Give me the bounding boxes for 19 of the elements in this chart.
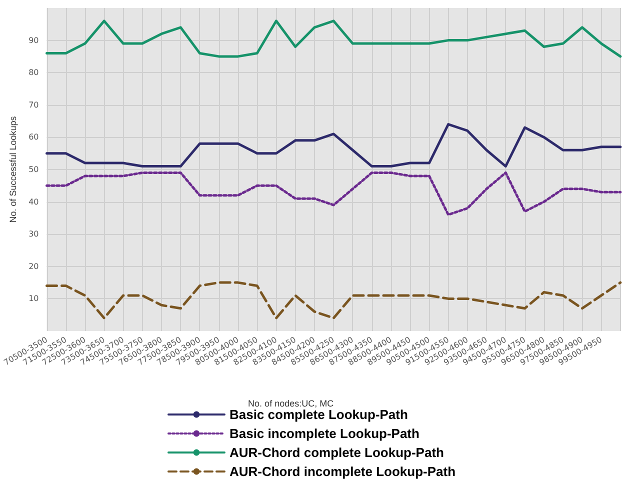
y-tick-label: 10 (28, 294, 39, 304)
y-tick-label: 50 (28, 165, 39, 174)
legend-label: AUR-Chord complete Lookup-Path (229, 445, 444, 460)
y-tick-label: 60 (28, 132, 39, 142)
legend-label: Basic incomplete Lookup-Path (229, 426, 420, 441)
y-tick-label: 40 (28, 197, 39, 206)
y-tick-label: 30 (28, 230, 39, 239)
line-series (46, 281, 622, 320)
line-series (46, 123, 622, 168)
y-tick-label: 80 (28, 68, 39, 78)
legend-label: Basic complete Lookup-Path (229, 407, 408, 422)
line-series (46, 171, 622, 216)
y-tick-label: 20 (28, 262, 39, 271)
x-axis-title: No. of nodes:UC, MC (248, 398, 334, 408)
y-tick-label: 70 (28, 100, 39, 110)
y-tick-label: 90 (28, 36, 39, 45)
line-series (46, 20, 622, 58)
legend-label: AUR-Chord incomplete Lookup-Path (229, 464, 456, 479)
y-axis-title: No. of Successful Lookups (8, 116, 18, 223)
